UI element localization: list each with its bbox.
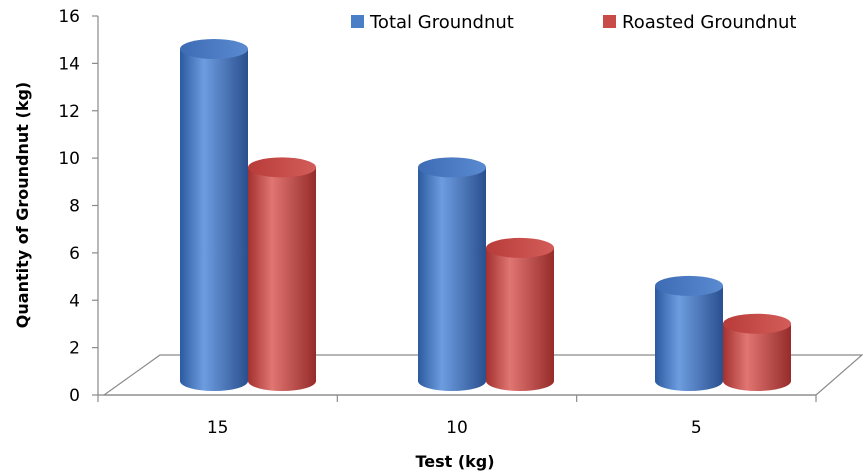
category-label: 5 <box>691 418 702 438</box>
legend-swatch-total <box>351 15 364 28</box>
x-axis-title: Test (kg) <box>415 452 494 471</box>
y-tick-label: 14 <box>58 54 80 74</box>
category-label: 10 <box>446 418 468 438</box>
y-tick-label: 0 <box>69 386 80 406</box>
bar-top <box>486 237 554 258</box>
legend-label-roasted: Roasted Groundnut <box>622 12 796 33</box>
bar-top <box>655 275 723 296</box>
bar-top <box>180 38 248 59</box>
bar-total-groundnut-5 <box>655 275 723 391</box>
y-tick-label: 8 <box>69 197 80 217</box>
x-ticks <box>97 395 817 402</box>
bar-roasted-groundnut-5 <box>723 313 791 391</box>
y-tick-label: 4 <box>69 291 80 311</box>
y-ticks: 0 2 4 6 8 10 12 14 16 <box>58 7 98 406</box>
bar-body <box>486 247 554 391</box>
bar-top <box>418 157 486 178</box>
legend: Total Groundnut Roasted Groundnut <box>351 12 796 33</box>
bars <box>180 38 791 391</box>
legend-label-total: Total Groundnut <box>369 12 514 33</box>
y-tick-label: 6 <box>69 244 80 264</box>
legend-swatch-roasted <box>603 15 616 28</box>
y-tick-label: 16 <box>58 7 80 27</box>
bar-body <box>418 167 486 391</box>
bar-total-groundnut-10 <box>418 157 486 391</box>
bar-roasted-groundnut-15 <box>248 157 316 391</box>
bar-top <box>248 157 316 178</box>
y-tick-label: 12 <box>58 102 80 122</box>
y-tick-label: 2 <box>69 339 80 359</box>
bar-total-groundnut-15 <box>180 38 248 391</box>
y-tick-label: 10 <box>58 149 80 169</box>
category-labels: 15 10 5 <box>207 418 702 438</box>
bar-body <box>723 323 791 391</box>
bar-body <box>180 48 248 391</box>
y-axis-title: Quantity of Groundnut (kg) <box>13 82 32 328</box>
bar-body <box>655 285 723 391</box>
category-label: 15 <box>207 418 229 438</box>
bar-body <box>248 167 316 391</box>
bar-roasted-groundnut-10 <box>486 237 554 391</box>
bar-top <box>723 313 791 334</box>
